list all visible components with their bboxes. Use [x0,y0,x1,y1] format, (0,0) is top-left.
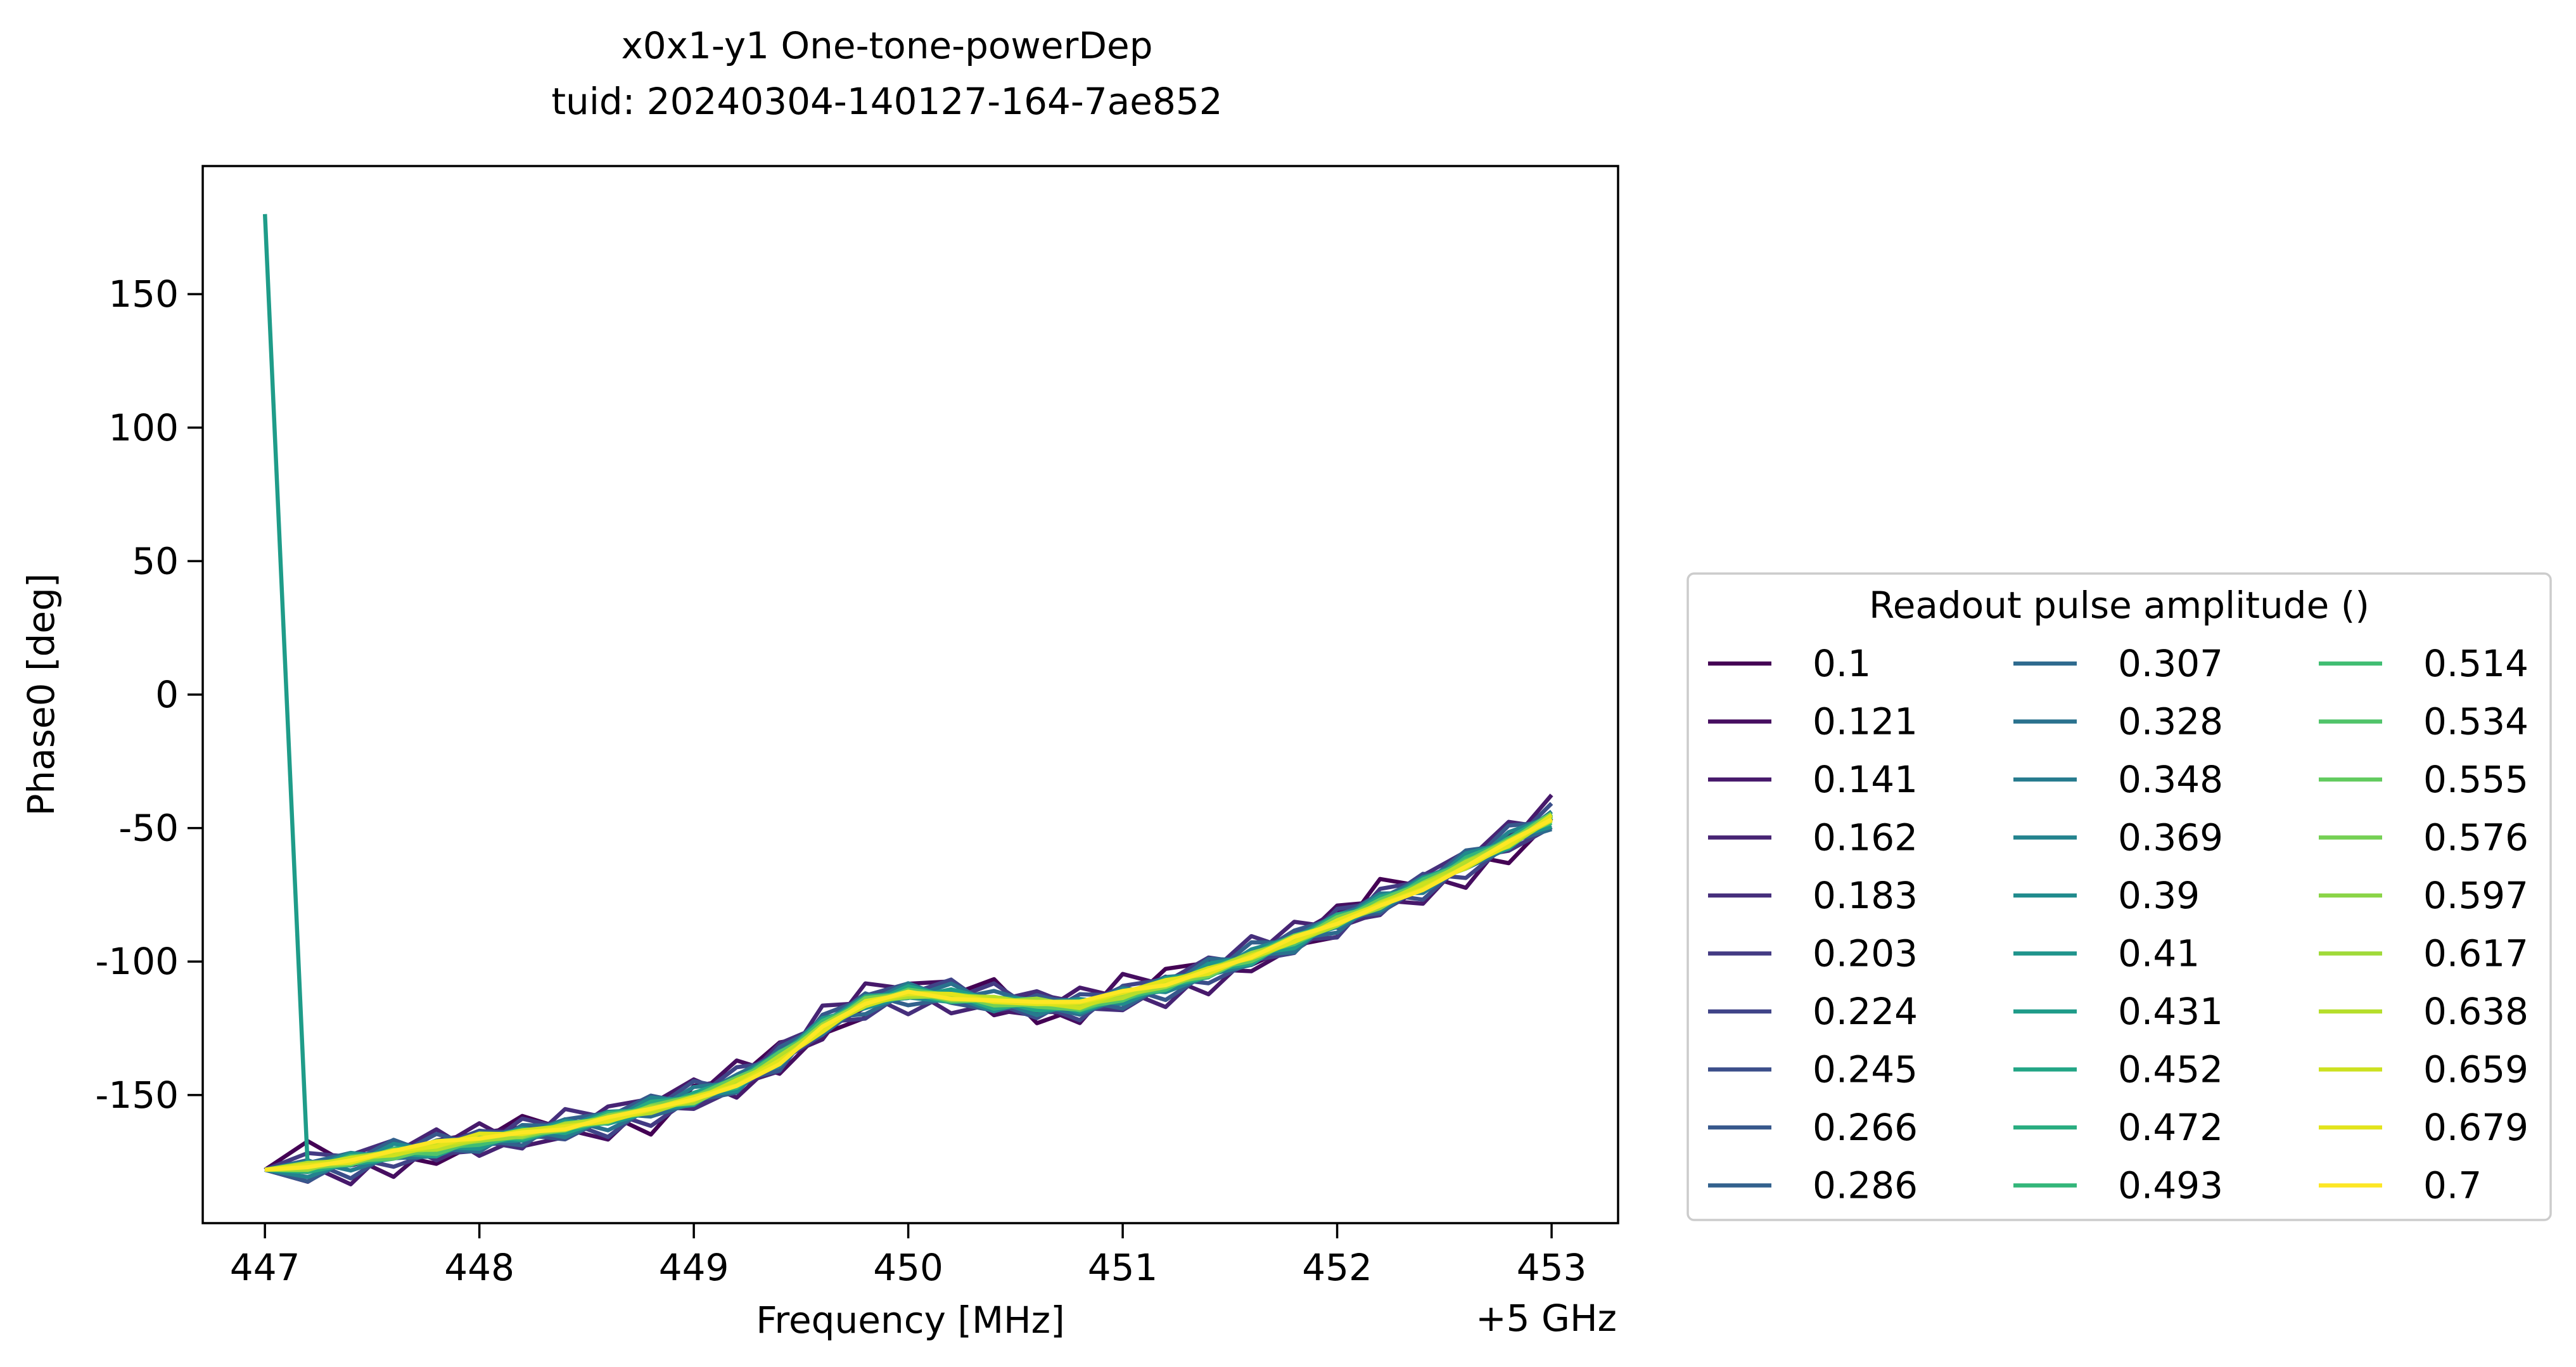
legend-label: 0.141 [1813,758,1918,801]
series-line-0.7 [265,818,1553,1172]
legend-label: 0.348 [2118,758,2223,801]
legend-label: 0.7 [2423,1164,2482,1207]
series-line-0.679 [264,813,1553,1172]
y-tick-label: 150 [108,273,179,316]
series-lines [262,214,1553,1186]
chart-title-line1: x0x1-y1 One-tone-powerDep [621,24,1152,67]
legend-label: 0.679 [2423,1106,2528,1149]
x-tick-label: 451 [1088,1246,1158,1289]
legend-title: Readout pulse amplitude () [1869,584,2369,627]
legend-box [1687,572,2552,1221]
y-axis-ticks: 150 100 50 0 -50 -100 -150 [95,273,203,1117]
x-tick-label: 449 [659,1246,729,1289]
legend-label: 0.121 [1813,700,1918,743]
y-tick-label: -50 [118,807,179,850]
x-tick-label: 448 [444,1246,514,1289]
x-tick-label: 452 [1302,1246,1372,1289]
x-tick-label: 453 [1517,1246,1587,1289]
plot-area [203,166,1618,1223]
x-axis-label: Frequency [MHz] [756,1299,1064,1342]
legend-label: 0.41 [2118,932,2200,975]
legend-label: 0.245 [1813,1048,1918,1091]
legend-label: 0.659 [2423,1048,2528,1091]
axes: 447 448 449 450 451 452 453 150 100 50 0 -50 -100 -1… [95,165,1619,1289]
legend-label: 0.576 [2423,816,2528,859]
legend-label: 0.597 [2423,874,2528,917]
y-tick-label: -100 [95,940,179,983]
legend-label: 0.39 [2118,874,2200,917]
x-tick-label: 450 [873,1246,943,1289]
legend-label: 0.286 [1813,1164,1918,1207]
x-axis-ticks: 447 448 449 450 451 452 453 [230,1223,1587,1289]
y-tick-label: 0 [155,673,179,716]
legend-label: 0.203 [1813,932,1918,975]
legend-label: 0.1 [1813,642,1871,685]
legend-label: 0.266 [1813,1106,1918,1149]
legend-label: 0.224 [1813,990,1918,1033]
legend-label: 0.617 [2423,932,2528,975]
legend-label: 0.183 [1813,874,1918,917]
x-axis-offset-label: +5 GHz [1476,1297,1617,1340]
x-tick-label: 447 [230,1246,300,1289]
legend-label: 0.162 [1813,816,1918,859]
y-tick-label: -150 [95,1074,179,1117]
legend-label: 0.555 [2423,758,2528,801]
legend-label: 0.638 [2423,990,2528,1033]
legend-label: 0.493 [2118,1164,2223,1207]
legend-label: 0.369 [2118,816,2223,859]
legend-label: 0.328 [2118,700,2223,743]
legend-label: 0.307 [2118,642,2223,685]
legend-label: 0.534 [2423,700,2528,743]
chart-title-line2: tuid: 20240304-140127-164-7ae852 [551,80,1222,123]
legend-entries: 0.1 0.121 0.141 0.162 0.183 0.203 0.224 0.245 0.… [1708,642,2528,1207]
y-axis-label: Phase0 [deg] [20,573,63,816]
legend-label: 0.431 [2118,990,2223,1033]
legend-label: 0.514 [2423,642,2528,685]
legend: Readout pulse amplitude () 0.1 0.121 0.141… [1687,572,2552,1221]
legend-label: 0.472 [2118,1106,2223,1149]
y-tick-label: 50 [132,539,179,582]
legend-label: 0.452 [2118,1048,2223,1091]
y-tick-label: 100 [108,406,179,449]
